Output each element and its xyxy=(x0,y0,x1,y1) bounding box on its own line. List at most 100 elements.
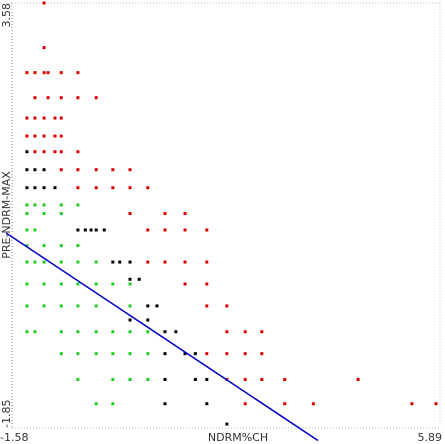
point xyxy=(42,282,46,286)
point xyxy=(128,282,132,286)
point xyxy=(33,168,37,172)
point xyxy=(42,168,46,172)
point xyxy=(53,134,57,138)
point xyxy=(183,228,187,232)
point xyxy=(205,228,209,232)
point xyxy=(94,330,98,334)
point xyxy=(25,228,29,232)
point xyxy=(94,304,98,308)
point xyxy=(260,377,264,381)
point xyxy=(46,96,50,100)
point xyxy=(94,168,98,172)
point xyxy=(163,212,167,216)
point xyxy=(76,228,80,232)
point xyxy=(83,228,87,232)
point xyxy=(205,304,209,308)
x-tick-label: -1.58 xyxy=(0,431,28,444)
point xyxy=(42,134,46,138)
point xyxy=(225,352,229,356)
point xyxy=(128,330,132,334)
point xyxy=(33,228,37,232)
point xyxy=(146,228,150,232)
point xyxy=(76,186,80,190)
point xyxy=(42,260,46,264)
point xyxy=(205,282,209,286)
point xyxy=(25,330,29,334)
point xyxy=(146,330,150,334)
point xyxy=(410,402,414,406)
point xyxy=(76,377,80,381)
point xyxy=(356,377,360,381)
point xyxy=(311,402,315,406)
point xyxy=(25,203,29,207)
point xyxy=(205,402,209,406)
point xyxy=(137,277,141,281)
point xyxy=(76,168,80,172)
y-axis-label: PRE-NDRM-MAX xyxy=(0,171,13,259)
point xyxy=(128,352,132,356)
point xyxy=(53,150,57,154)
point xyxy=(59,168,63,172)
point xyxy=(59,330,63,334)
point xyxy=(146,352,150,356)
regression-line xyxy=(5,232,319,442)
point xyxy=(118,260,122,264)
point xyxy=(42,304,46,308)
point xyxy=(25,244,29,248)
point xyxy=(33,150,37,154)
point xyxy=(89,228,93,232)
point xyxy=(25,134,29,138)
point xyxy=(59,150,63,154)
point xyxy=(76,304,80,308)
point xyxy=(25,150,29,154)
point xyxy=(128,186,132,190)
point xyxy=(146,186,150,190)
point xyxy=(33,186,37,190)
point xyxy=(59,96,63,100)
point xyxy=(94,352,98,356)
point xyxy=(42,203,46,207)
point xyxy=(243,352,247,356)
point xyxy=(193,377,197,381)
point xyxy=(225,330,229,334)
point xyxy=(243,402,247,406)
point xyxy=(42,212,46,216)
point xyxy=(25,282,29,286)
point xyxy=(33,134,37,138)
point xyxy=(59,282,63,286)
point xyxy=(33,71,37,75)
point xyxy=(193,352,197,356)
point xyxy=(146,318,150,322)
point xyxy=(183,352,187,356)
point xyxy=(59,304,63,308)
point xyxy=(94,228,98,232)
point xyxy=(128,260,132,264)
point xyxy=(42,186,46,190)
x-axis-label: NDRM%CH xyxy=(208,431,268,444)
point xyxy=(76,244,80,248)
point xyxy=(25,71,29,75)
point xyxy=(111,282,115,286)
point xyxy=(243,377,247,381)
point xyxy=(163,402,167,406)
point xyxy=(128,377,132,381)
point xyxy=(205,260,209,264)
point xyxy=(128,212,132,216)
point xyxy=(174,330,178,334)
point xyxy=(183,282,187,286)
y-tick-label: -1.85 xyxy=(0,400,13,428)
point xyxy=(434,402,438,406)
point xyxy=(42,244,46,248)
point xyxy=(155,304,159,308)
point xyxy=(163,377,167,381)
point xyxy=(128,168,132,172)
point xyxy=(42,71,46,75)
point xyxy=(33,330,37,334)
point xyxy=(76,71,80,75)
point xyxy=(102,228,106,232)
point xyxy=(76,352,80,356)
point xyxy=(94,402,98,406)
point xyxy=(111,168,115,172)
point xyxy=(94,260,98,264)
